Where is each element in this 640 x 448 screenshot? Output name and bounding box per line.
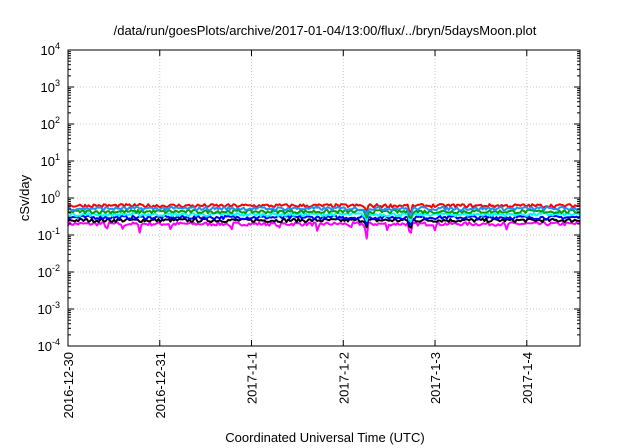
x-axis-label: Coordinated Universal Time (UTC) xyxy=(225,430,424,445)
y-tick-label: 10-4 xyxy=(38,337,60,354)
y-tick-label: 102 xyxy=(41,115,60,132)
series-layer xyxy=(67,203,581,240)
y-tick-label: 103 xyxy=(41,78,60,95)
y-tick-label: 101 xyxy=(41,152,60,169)
y-axis-label: cSv/day xyxy=(17,174,32,221)
series-line xyxy=(67,203,580,214)
y-tick-label: 10-1 xyxy=(38,226,60,243)
series-line xyxy=(67,221,581,240)
y-axis: 10-4 10-3 10-2 10-1 100 101 102 103 104 xyxy=(38,41,580,354)
series-line xyxy=(67,205,581,216)
x-tick-label: 2017-1-1 xyxy=(245,352,260,404)
y-tick-label: 10-3 xyxy=(38,300,60,317)
x-tick-label: 2017-1-2 xyxy=(336,352,351,404)
y-tick-label: 104 xyxy=(41,41,60,58)
x-axis: 2016-12-30 2016-12-31 2017-1-1 2017-1-2 2017… xyxy=(61,50,535,419)
x-tick-label: 2017-1-4 xyxy=(520,352,535,404)
grid xyxy=(68,50,580,346)
chart-title: /data/run/goesPlots/archive/2017-01-04/1… xyxy=(114,23,537,38)
y-tick-label: 100 xyxy=(41,189,60,206)
x-tick-label: 2016-12-30 xyxy=(61,352,76,419)
x-tick-label: 2017-1-3 xyxy=(428,352,443,404)
series-line xyxy=(67,214,581,226)
x-tick-label: 2016-12-31 xyxy=(153,352,168,419)
series-line xyxy=(67,211,581,223)
y-tick-label: 10-2 xyxy=(38,263,60,280)
